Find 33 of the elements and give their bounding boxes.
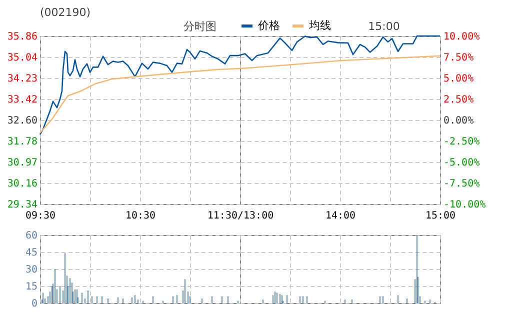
legend-label: 均线 — [308, 19, 331, 32]
y-tick-label: 29.34 — [7, 200, 38, 210]
text: -5.00% — [444, 158, 480, 168]
y-tick-label: 33.42 — [7, 94, 38, 106]
x-tick-label: 14:00 — [325, 210, 356, 222]
y-tick-label: 31.78 — [7, 136, 38, 148]
y-tick-label: 45 — [25, 248, 38, 258]
text: 2.50% — [444, 94, 474, 106]
y-tick-label: 32.60 — [7, 116, 38, 126]
x-tick-label: 09:30 — [25, 210, 56, 222]
chart-title: (002190) — [40, 6, 91, 19]
text: 分时图 — [184, 20, 216, 33]
y-tick-label: 30 — [25, 264, 38, 276]
text: -2.50% — [444, 136, 480, 148]
text: 10.00% — [444, 32, 480, 42]
y-tick-label: 0 — [31, 298, 38, 310]
y-tick-label: 35.86 — [7, 32, 38, 42]
y-tick-label: 35.04 — [7, 52, 38, 64]
y-tick-label: 30.97 — [7, 158, 38, 168]
text: 5.00% — [444, 74, 474, 84]
text: 0.00% — [444, 116, 474, 126]
text: 15:00 — [368, 20, 400, 33]
text: 7.50% — [444, 52, 474, 64]
y-tick-label: 60 — [25, 230, 38, 242]
x-tick-label: 15:00 — [425, 210, 456, 222]
legend-label: 价格 — [257, 19, 280, 32]
y-tick-label: 30.16 — [7, 178, 38, 190]
text: -7.50% — [444, 178, 480, 190]
x-tick-label: 11:30/13:00 — [207, 210, 274, 222]
x-tick-label: 10:30 — [125, 210, 156, 222]
y-tick-label: 15 — [25, 282, 38, 292]
text: -10.00% — [444, 200, 486, 210]
y-tick-label: 34.23 — [7, 74, 38, 84]
